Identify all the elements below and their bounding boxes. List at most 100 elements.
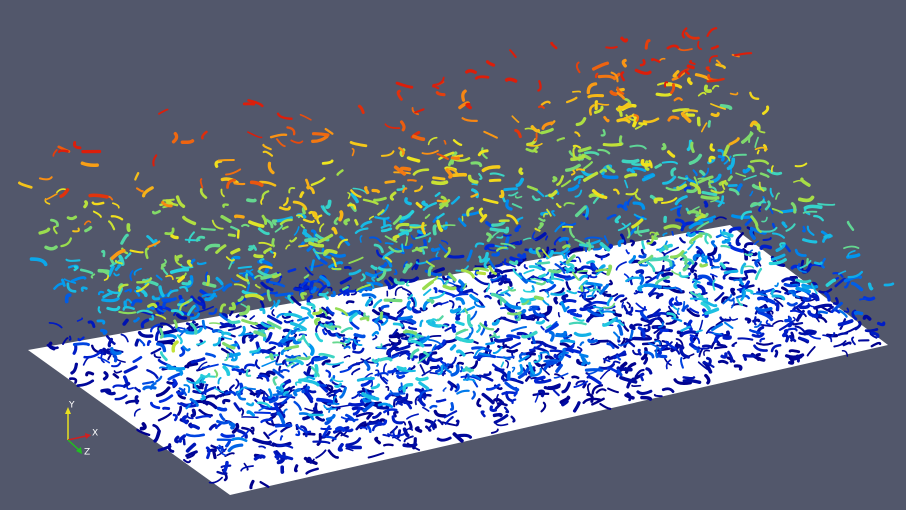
vortex-tube [215, 244, 227, 254]
vortex-tube [123, 365, 138, 374]
vortex-tube [261, 359, 277, 367]
vortex-tube [335, 426, 346, 432]
vortex-tube [403, 401, 413, 410]
vortex-tube [516, 257, 527, 267]
vortex-tube [347, 310, 362, 317]
vortex-tube [704, 373, 711, 385]
vortex-tube [650, 58, 661, 63]
vortex-tube [402, 329, 418, 335]
vortex-tube [274, 454, 294, 461]
vortex-tube [360, 273, 366, 282]
vortex-tube [482, 198, 499, 205]
vortex-tube [337, 442, 344, 452]
vortex-tube [70, 276, 87, 283]
vortex-tube [543, 359, 560, 363]
vortex-tube [83, 351, 102, 359]
vortex-tube [677, 47, 693, 52]
vortex-tube [545, 324, 552, 329]
vortex-tube [415, 201, 423, 209]
vortex-tube [246, 402, 255, 407]
vortex-tube [747, 164, 755, 173]
vortex-tube [223, 460, 229, 473]
vortex-tube [540, 341, 557, 350]
vortex-tube [102, 371, 109, 381]
vortex-tube [222, 398, 231, 405]
vortex-tube [671, 270, 681, 276]
vortex-tube [429, 318, 438, 323]
vortex-tube [703, 84, 712, 93]
vortex-tube [466, 249, 473, 262]
vortex-tube [720, 352, 728, 359]
vortex-tube [626, 167, 636, 174]
vortex-tube [478, 374, 494, 382]
vortex-tube [514, 128, 522, 139]
vortex-tube [158, 285, 165, 298]
z-axis-head [76, 447, 82, 454]
vortex-tube [665, 83, 683, 89]
vortex-tube [290, 296, 302, 307]
vortex-tube [201, 319, 207, 330]
vortex-tube [599, 283, 610, 295]
vortex-tube [575, 256, 582, 263]
vortex-tube [525, 147, 535, 153]
vortex-tube [579, 353, 589, 358]
vortex-tube [135, 187, 144, 193]
vortex-tube [181, 415, 189, 425]
vortex-tube [476, 271, 487, 276]
vortex-tube [358, 286, 373, 293]
vortex-tube [674, 195, 688, 206]
vortex-tube [544, 235, 549, 241]
vortex-tube [555, 363, 563, 373]
vortex-tube [681, 304, 689, 312]
vortex-tube [504, 77, 518, 83]
vortex-tube [243, 462, 249, 471]
vortex-tube [559, 348, 566, 362]
vortex-tube [406, 442, 421, 451]
vortex-tube [274, 292, 294, 297]
vortex-tube [393, 278, 405, 285]
vortex-tube [255, 389, 262, 398]
vortex-tube [371, 188, 380, 194]
vortex-tube [113, 370, 123, 374]
vortex-tube [416, 229, 425, 235]
vortex-tube [419, 319, 424, 328]
vortex-tube [701, 344, 712, 348]
vortex-tube [648, 292, 661, 298]
vortex-tube [445, 168, 453, 179]
vortex-tube [92, 210, 102, 218]
vortex-tube [552, 176, 558, 183]
vortex-tube [329, 250, 346, 258]
vortex-tube [748, 249, 753, 258]
vortex-tube [247, 99, 264, 108]
vortex-tube [735, 238, 741, 246]
vortex-tube [303, 371, 315, 378]
vortex-tube [321, 159, 334, 165]
vortex-tube [373, 196, 387, 202]
vortex-tube [451, 323, 457, 333]
vortex-tube [476, 324, 481, 333]
vortex-tube [285, 356, 299, 361]
vortex-tube [691, 234, 703, 242]
vortex-tube [219, 389, 229, 398]
vortex-tube [489, 405, 497, 412]
vortex-tube [362, 401, 375, 413]
vortex-tube [537, 80, 542, 92]
vortex-tube [740, 210, 753, 220]
vortex-tube [599, 168, 607, 174]
vortex-tube [538, 389, 546, 398]
vortex-tube [483, 257, 491, 269]
vortex-tube [842, 341, 852, 347]
vortex-tube [722, 294, 733, 305]
vortex-tube [665, 359, 672, 370]
vortex-tube [384, 123, 401, 129]
vortex-tube [621, 301, 625, 309]
vortex-tube [506, 348, 519, 354]
vortex-tube [399, 228, 413, 233]
vortex-tube [247, 131, 263, 139]
vortex-tube [285, 244, 291, 250]
vortex-tube [249, 180, 264, 187]
vortex-tube [195, 235, 206, 242]
vortex-tube [262, 143, 272, 151]
vortex-tube [52, 225, 58, 235]
vortex-tube [399, 166, 412, 172]
